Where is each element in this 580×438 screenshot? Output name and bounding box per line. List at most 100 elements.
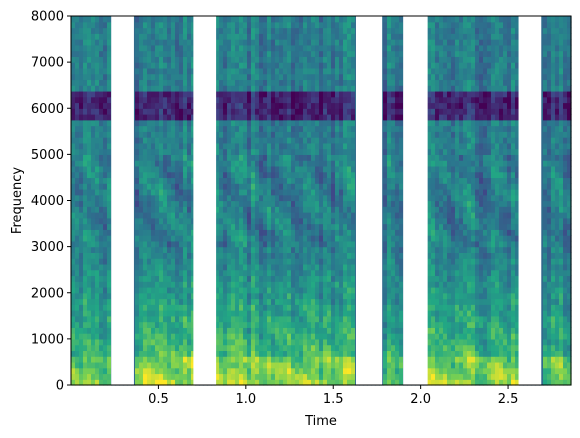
heatmap-cell [247,79,252,86]
heatmap-cell [83,315,88,323]
heatmap-cell [299,177,304,184]
heatmap-cell [263,379,268,386]
heatmap-cell [191,50,196,57]
heatmap-cell [139,258,144,265]
heatmap-cell [95,160,100,167]
heatmap-cell [191,379,196,386]
heatmap-cell [87,108,92,115]
heatmap-cell [103,50,108,57]
heatmap-cell [179,73,184,81]
heatmap-cell [179,258,184,265]
heatmap-cell [307,39,312,46]
heatmap-cell [287,21,292,29]
heatmap-cell [75,73,80,81]
heatmap-cell [255,27,260,34]
heatmap-cell [347,27,352,34]
heatmap-cell [271,361,276,369]
heatmap-cell [135,379,140,386]
heatmap-cell [231,275,236,282]
heatmap-cell [259,137,264,144]
heatmap-cell [175,39,180,46]
heatmap-cell [243,212,248,219]
heatmap-cell [271,67,276,75]
heatmap-cell [219,148,224,155]
heatmap-cell [179,361,184,369]
heatmap-cell [243,304,248,311]
heatmap-cell [323,298,328,305]
heatmap-cell [179,373,184,380]
heatmap-cell [75,367,80,375]
heatmap-cell [247,194,252,202]
heatmap-cell [167,44,172,52]
heatmap-cell [319,292,324,300]
heatmap-cell [267,62,272,69]
heatmap-cell [95,206,100,213]
heatmap-cell [239,171,244,179]
heatmap-cell [159,321,164,328]
heatmap-cell [147,33,152,40]
heatmap-cell [343,338,348,346]
heatmap-cell [347,258,352,265]
heatmap-cell [187,223,192,230]
heatmap-cell [339,373,344,380]
heatmap-cell [231,379,236,386]
heatmap-cell [187,27,192,34]
heatmap-cell [95,356,100,363]
heatmap-cell [383,356,388,363]
heatmap-cell [187,119,192,127]
heatmap-cell [255,114,260,121]
heatmap-cell [259,356,264,363]
heatmap-cell [251,114,256,121]
heatmap-cell [239,304,244,311]
heatmap-cell [231,56,236,63]
heatmap-cell [191,240,196,248]
heatmap-cell [91,142,96,150]
heatmap-cell [95,333,100,340]
heatmap-cell [91,292,96,300]
heatmap-cell [331,177,336,184]
heatmap-cell [83,310,88,317]
heatmap-cell [99,315,104,323]
heatmap-cell [259,338,264,346]
heatmap-cell [103,292,108,300]
heatmap-cell [139,292,144,300]
heatmap-cell [307,286,312,294]
heatmap-cell [83,44,88,52]
heatmap-cell [135,154,140,161]
heatmap-cell [351,258,356,265]
heatmap-cell [159,200,164,207]
heatmap-cell [295,298,300,305]
heatmap-cell [331,125,336,132]
heatmap-cell [271,333,276,340]
heatmap-cell [235,223,240,230]
heatmap-cell [267,79,272,86]
heatmap-cell [91,108,96,115]
heatmap-cell [151,21,156,29]
heatmap-cell [175,108,180,115]
heatmap-cell [175,235,180,242]
heatmap-cell [315,235,320,242]
heatmap-cell [147,333,152,340]
heatmap-cell [151,373,156,380]
heatmap-cell [163,315,168,323]
heatmap-cell [279,160,284,167]
heatmap-cell [191,96,196,104]
heatmap-cell [227,79,232,86]
heatmap-cell [151,286,156,294]
heatmap-cell [311,21,316,29]
heatmap-cell [351,85,356,92]
heatmap-cell [259,73,264,81]
heatmap-cell [151,223,156,230]
heatmap-cell [215,142,220,150]
heatmap-cell [343,188,348,196]
heatmap-cell [99,114,104,121]
heatmap-cell [327,50,332,57]
heatmap-cell [243,165,248,173]
heatmap-cell [247,125,252,132]
heatmap-cell [303,67,308,75]
heatmap-cell [227,333,232,340]
heatmap-cell [287,131,292,138]
heatmap-cell [71,44,76,52]
heatmap-cell [163,39,168,46]
heatmap-cell [191,258,196,265]
